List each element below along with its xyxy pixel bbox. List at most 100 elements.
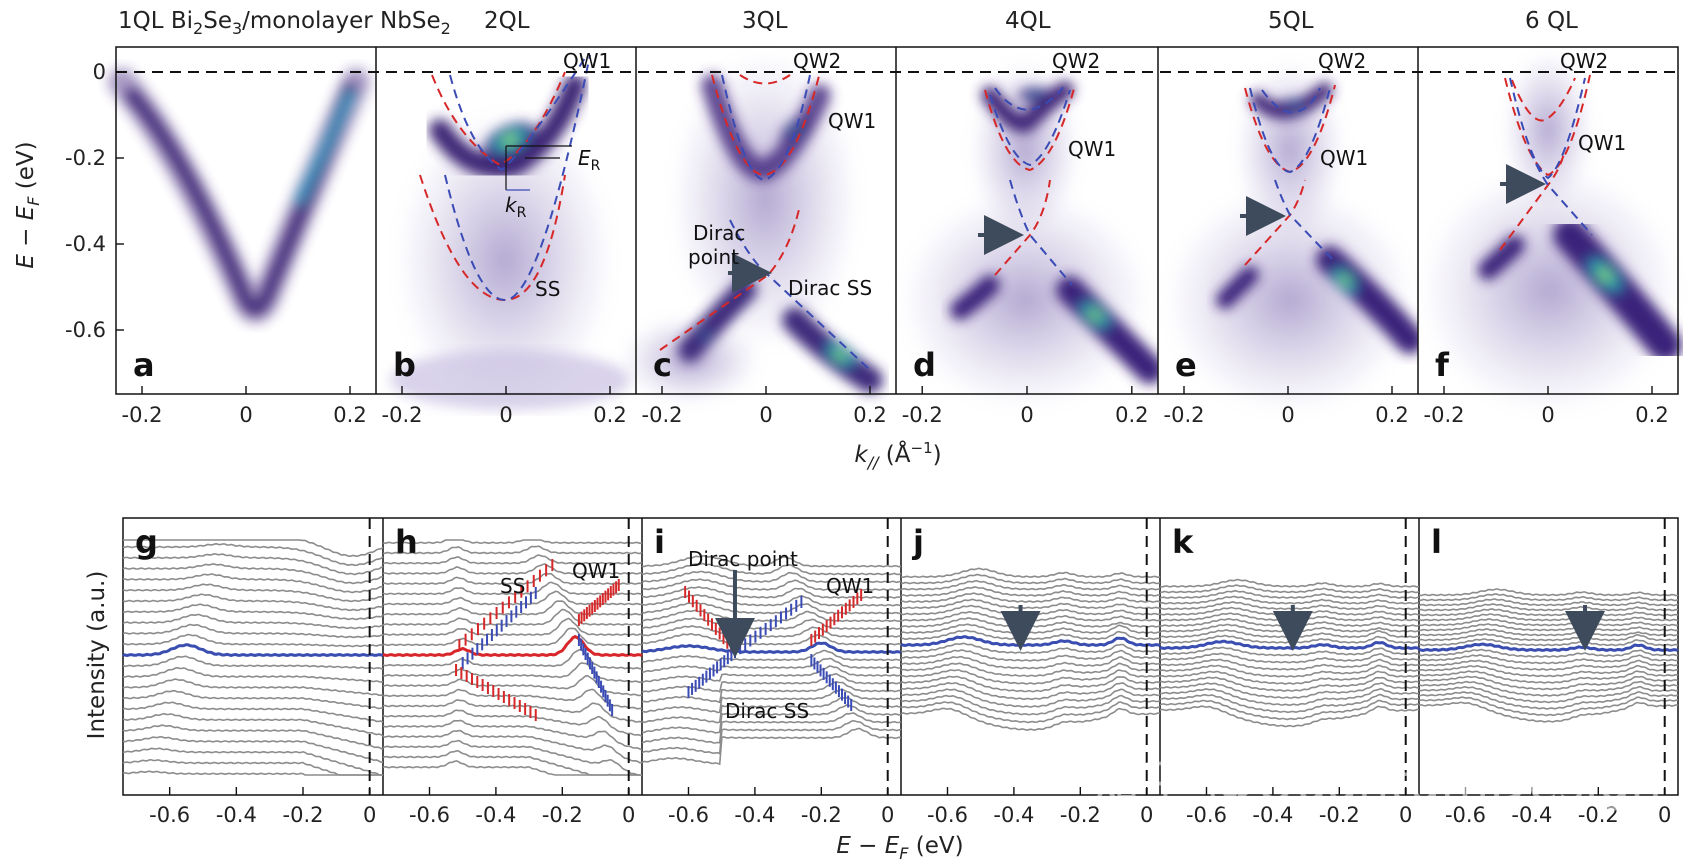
ann-b-qw1: QW1 <box>563 49 611 73</box>
xtick-label: -0.2 <box>902 403 943 427</box>
edc-curve <box>382 581 643 596</box>
edc-curve <box>1159 589 1420 599</box>
ann-h-qw1: QW1 <box>572 559 620 583</box>
edc-curve <box>122 655 384 670</box>
edc-curve-central <box>641 641 902 655</box>
edc-curve <box>641 570 902 584</box>
ann-c-dirac-ss: Dirac SS <box>788 276 872 300</box>
edc-curve <box>123 539 384 558</box>
xtick-label: 0 <box>881 803 894 827</box>
watermark: 知乎 @QuantumDesign <box>1090 754 1662 812</box>
edc-curve <box>122 583 384 603</box>
edc-curve <box>900 579 1161 591</box>
panel-label-d: d <box>913 346 936 384</box>
edc-curve <box>641 562 902 576</box>
xtick-label: 0 <box>499 403 512 427</box>
xtick-label: 0 <box>239 403 252 427</box>
xtick-label: -0.2 <box>542 803 583 827</box>
edc-curve <box>641 632 902 646</box>
edc-curve <box>382 709 643 737</box>
edc-curve <box>122 563 384 585</box>
edc-curve <box>382 719 643 751</box>
edc-curve <box>641 554 902 568</box>
edc-curve <box>122 613 384 630</box>
panel-d: QW2 QW1 d <box>896 47 1164 410</box>
xtick-label: -0.2 <box>642 403 683 427</box>
xtick-label: -0.4 <box>1252 803 1293 827</box>
edc-curve <box>122 633 384 648</box>
xtick-label: 0 <box>1140 803 1153 827</box>
ann-d-qw1: QW1 <box>1068 137 1116 161</box>
edc-curve <box>382 688 643 710</box>
edc-curve <box>122 701 384 723</box>
panel-f: QW2 QW1 f <box>1418 47 1682 415</box>
edc-curve <box>900 688 1161 708</box>
edc-curve-central <box>122 643 384 658</box>
edc-curve <box>900 675 1161 693</box>
bottom-ylabel: Intensity (a.u.) <box>84 571 110 740</box>
edc-curve <box>1418 659 1679 671</box>
edc-curve <box>382 563 643 575</box>
edc-curve <box>1418 618 1679 627</box>
panel-c: QW2 QW1 Dirac point Dirac SS c <box>620 47 896 405</box>
edc-curve <box>641 672 902 693</box>
edc-curve-central <box>382 634 643 658</box>
panel-e: QW2 QW1 e <box>1158 47 1424 415</box>
xtick-label: -0.2 <box>801 803 842 827</box>
edc-curve <box>641 665 902 684</box>
edc-curve <box>382 590 643 606</box>
edc-curve <box>900 681 1161 701</box>
panel-label-c: c <box>653 346 672 384</box>
edc-curve <box>382 699 643 724</box>
edc-curve <box>123 603 384 621</box>
edc-curve <box>1418 675 1679 691</box>
xtick-label: -0.6 <box>149 803 190 827</box>
edc-curve <box>122 542 384 567</box>
xtick-label: -0.6 <box>409 803 450 827</box>
panel-label-f: f <box>1435 346 1450 384</box>
edc-curve <box>1418 664 1679 678</box>
top-xlabel: k// (Å−1) <box>854 439 941 472</box>
edc-curve <box>1418 670 1679 684</box>
xtick-label: -0.6 <box>927 803 968 827</box>
ytick-0: 0 <box>93 60 106 84</box>
edc-curve <box>1418 588 1679 597</box>
edc-curve <box>122 573 384 594</box>
xtick-label: -0.6 <box>668 803 709 827</box>
panel-label-a: a <box>133 346 155 384</box>
edc-curve <box>900 592 1161 603</box>
xtick-label: -0.4 <box>475 803 516 827</box>
title-1ql: 1QL Bi2Se3/monolayer NbSe2 <box>118 8 451 38</box>
xtick-label: 0.2 <box>1375 403 1408 427</box>
edc-curve <box>900 669 1161 685</box>
panel-label-g: g <box>135 523 158 561</box>
xtick-label: -0.4 <box>734 803 775 827</box>
edc-curve <box>1418 638 1679 647</box>
title-4ql: 4QL <box>1005 8 1051 34</box>
panel-a: a <box>108 47 376 394</box>
xtick-label: -0.6 <box>1186 803 1227 827</box>
edc-curve <box>641 688 902 714</box>
edc-curve <box>1159 670 1420 685</box>
edc-curve <box>1159 705 1420 728</box>
edc-curve <box>1418 603 1679 612</box>
ytick-neg06: -0.6 <box>65 318 106 342</box>
edc-curve <box>382 608 643 626</box>
edc-curve <box>1418 690 1679 710</box>
ann-e-qw2: QW2 <box>1318 49 1366 73</box>
edc-curve <box>1418 613 1679 622</box>
edc-curve <box>382 729 642 764</box>
edc-curve <box>122 724 384 750</box>
xtick-label: 0 <box>1399 803 1412 827</box>
ann-b-ss: SS <box>535 277 560 301</box>
xtick-label: 0.2 <box>1635 403 1668 427</box>
edc-curve <box>1418 608 1679 617</box>
ann-i-dirac-point: Dirac point <box>688 547 798 571</box>
arpes-panels: 1QL Bi2Se3/monolayer NbSe2 2QL 3QL 4QL 5… <box>13 8 1682 472</box>
edc-curve <box>641 704 902 734</box>
edc-curve <box>1418 701 1679 723</box>
edc-curve <box>122 770 383 776</box>
edc-curve <box>900 567 1161 579</box>
edc-curve <box>641 712 902 744</box>
